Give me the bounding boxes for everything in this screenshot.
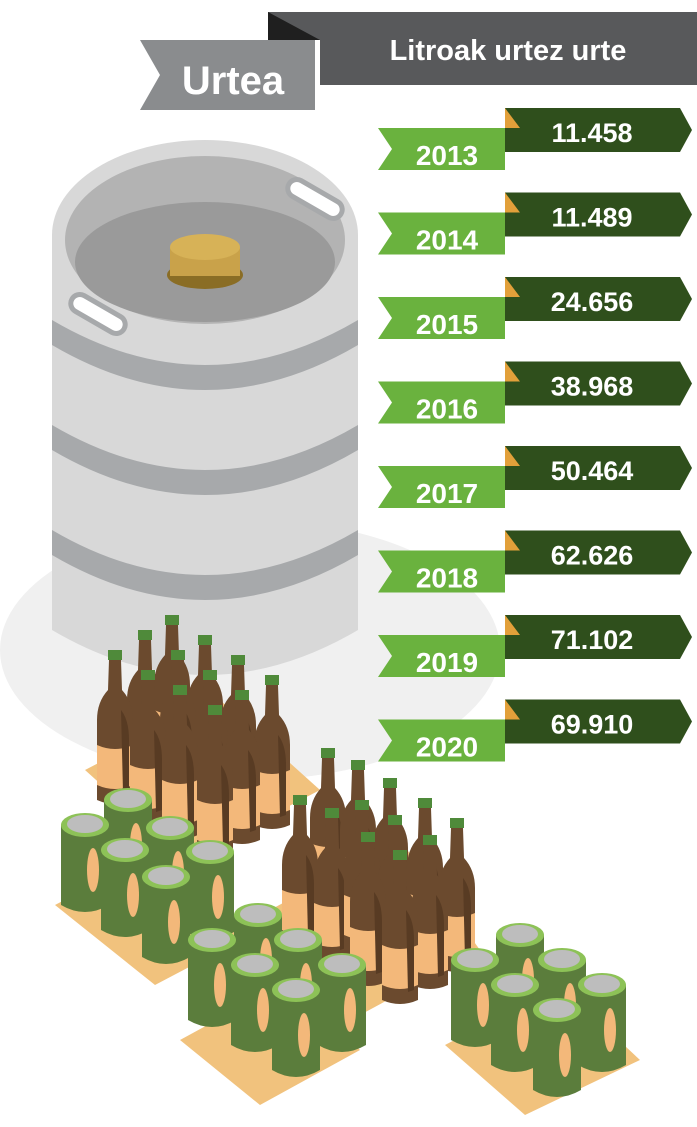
value-tag xyxy=(505,446,692,490)
year-tag xyxy=(378,466,505,508)
liters: 11.489 xyxy=(551,203,632,233)
year: 2020 xyxy=(416,732,478,763)
year-tag xyxy=(378,635,505,677)
keg xyxy=(52,140,358,675)
value-tag xyxy=(505,192,692,237)
row: 11.458 2013 xyxy=(378,108,692,171)
year: 2016 xyxy=(416,394,478,425)
year: 2018 xyxy=(416,563,478,594)
value-tag xyxy=(505,530,692,575)
fold xyxy=(505,530,520,551)
fold xyxy=(505,699,520,720)
liters: 38.968 xyxy=(551,372,634,402)
year: 2019 xyxy=(416,647,478,678)
year-tag xyxy=(378,297,505,339)
value-tag xyxy=(505,108,692,152)
row: 38.968 2016 xyxy=(378,361,692,425)
year: 2014 xyxy=(416,225,479,256)
year: 2015 xyxy=(416,309,478,340)
liters: 69.910 xyxy=(551,710,634,740)
liters: 11.458 xyxy=(551,118,632,148)
header: Litroak urtez urte Urtea xyxy=(140,12,697,110)
fold xyxy=(505,277,520,297)
fold xyxy=(505,192,520,213)
year-tag xyxy=(378,212,505,255)
row: 24.656 2015 xyxy=(378,277,692,340)
row: 71.102 2019 xyxy=(378,615,692,678)
rows: 11.458 2013 11.489 2014 24.656 2015 38.968 2016… xyxy=(378,108,692,763)
year-tag xyxy=(378,381,505,424)
liters: 24.656 xyxy=(551,287,634,317)
title: Litroak urtez urte xyxy=(390,35,627,67)
row: 50.464 2017 xyxy=(378,446,692,509)
year-tag xyxy=(378,128,505,170)
year-tag xyxy=(378,719,505,762)
year-label: Urtea xyxy=(182,59,285,103)
year: 2013 xyxy=(416,140,478,171)
liters: 50.464 xyxy=(551,456,634,486)
value-tag xyxy=(505,699,692,744)
value-tag xyxy=(505,615,692,659)
value-tag xyxy=(505,277,692,321)
row: 62.626 2018 xyxy=(378,530,692,594)
value-tag xyxy=(505,361,692,406)
fold xyxy=(505,361,520,382)
year: 2017 xyxy=(416,478,478,509)
fold xyxy=(505,615,520,635)
fold xyxy=(505,446,520,466)
liters: 71.102 xyxy=(551,625,634,655)
fold xyxy=(505,108,520,128)
year-tag xyxy=(378,550,505,593)
liters: 62.626 xyxy=(551,541,634,571)
row: 11.489 2014 xyxy=(378,192,692,256)
row: 69.910 2020 xyxy=(378,699,692,763)
